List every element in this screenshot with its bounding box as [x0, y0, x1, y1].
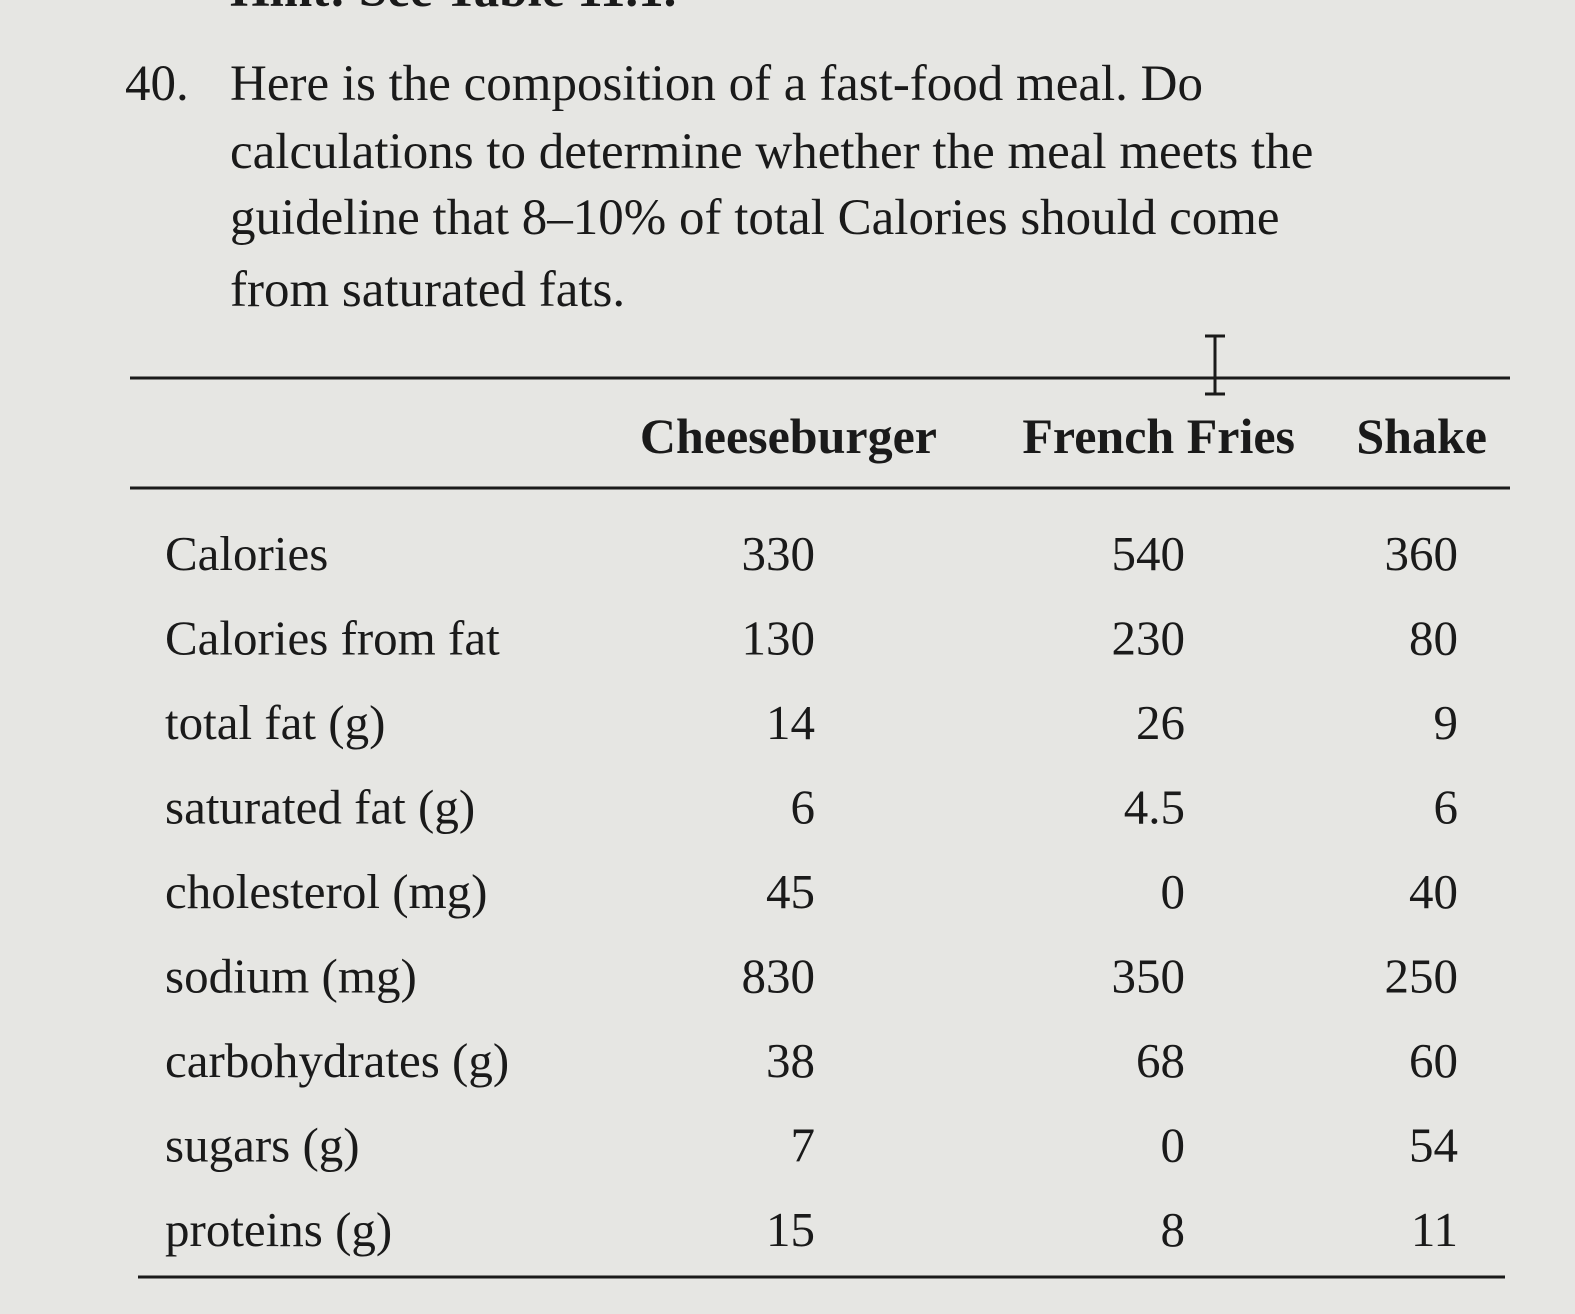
cell-value: 14: [766, 695, 815, 750]
cell-value: 11: [1411, 1202, 1458, 1257]
cell-value: 6: [1434, 780, 1459, 835]
cell-value: 54: [1409, 1118, 1458, 1173]
cell-value: 6: [791, 780, 816, 835]
cell-value: 8: [1161, 1202, 1186, 1257]
row-label: carbohydrates (g): [165, 1033, 509, 1088]
problem-text: Here is the composition of a fast-food m…: [230, 56, 1203, 112]
cell-value: 7: [791, 1118, 816, 1173]
cell-value: 15: [766, 1202, 815, 1257]
cell-value: 68: [1136, 1033, 1185, 1088]
column-header: Shake: [1356, 408, 1487, 464]
row-label: sugars (g): [165, 1118, 360, 1173]
cell-value: 4.5: [1124, 780, 1185, 835]
cell-value: 80: [1409, 611, 1458, 666]
row-label: sodium (mg): [165, 949, 417, 1004]
row-label: Calories from fat: [165, 611, 500, 666]
problem-text: guideline that 8–10% of total Calories s…: [230, 190, 1280, 246]
cell-value: 9: [1434, 695, 1459, 750]
row-label: Calories: [165, 526, 328, 581]
cell-value: 350: [1112, 949, 1186, 1004]
problem-text: from saturated fats.: [230, 262, 625, 318]
cell-value: 830: [742, 949, 816, 1004]
cell-value: 130: [742, 611, 816, 666]
cell-value: 230: [1112, 611, 1186, 666]
text-cursor: [1205, 334, 1225, 396]
problem-text: calculations to determine whether the me…: [230, 124, 1313, 180]
row-label: saturated fat (g): [165, 780, 475, 835]
cell-value: 38: [766, 1033, 815, 1088]
problem-number: 40.: [125, 56, 189, 112]
column-header: Cheeseburger: [640, 408, 937, 464]
cell-value: 330: [742, 526, 816, 581]
cell-value: 250: [1385, 949, 1459, 1004]
cell-value: 0: [1161, 1118, 1186, 1173]
cell-value: 40: [1409, 864, 1458, 919]
cell-value: 0: [1161, 864, 1186, 919]
cell-value: 540: [1112, 526, 1186, 581]
cell-value: 45: [766, 864, 815, 919]
column-header: French Fries: [1022, 408, 1295, 464]
row-label: proteins (g): [165, 1202, 392, 1257]
cell-value: 26: [1136, 695, 1185, 750]
cell-value: 60: [1409, 1033, 1458, 1088]
hint: Hint: See Table 11.1.: [230, 0, 676, 18]
cell-value: 360: [1385, 526, 1459, 581]
row-label: cholesterol (mg): [165, 864, 487, 919]
row-label: total fat (g): [165, 695, 385, 750]
